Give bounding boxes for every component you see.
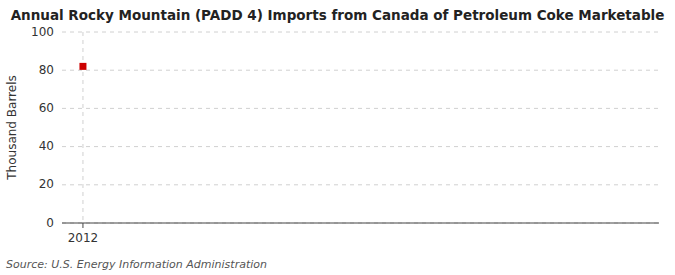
y-tick-label: 20 — [39, 177, 54, 191]
y-grid-line — [62, 184, 659, 185]
data-point — [79, 63, 86, 70]
y-grid-line — [62, 146, 659, 147]
chart-container: 0 20 40 60 80 100 2012 Thousand Barrels Annual R… — [0, 0, 675, 275]
y-tick-label: 0 — [46, 216, 54, 230]
y-grid-line — [62, 108, 659, 109]
source-note: Source: U.S. Energy Information Administ… — [6, 258, 267, 271]
y-tick-label: 60 — [39, 101, 54, 115]
x-tick-label: 2012 — [68, 231, 99, 245]
x-tick — [82, 223, 83, 228]
title: Annual Rocky Mountain (PADD 4) Imports f… — [11, 7, 665, 23]
y-grid-line — [62, 223, 659, 224]
y-grid-line — [62, 70, 659, 71]
chart: 0 20 40 60 80 100 2012 Thousand Barrels Annual R… — [0, 0, 675, 275]
y-axis-label: Thousand Barrels — [5, 75, 19, 180]
y-tick-label: 40 — [39, 139, 54, 153]
y-tick-label: 80 — [39, 63, 54, 77]
x-grid-line — [82, 32, 83, 223]
y-grid-line — [62, 32, 659, 33]
y-tick-label: 100 — [31, 25, 54, 39]
x-axis-line — [62, 223, 659, 224]
data-points — [79, 63, 86, 70]
grid — [62, 32, 659, 223]
